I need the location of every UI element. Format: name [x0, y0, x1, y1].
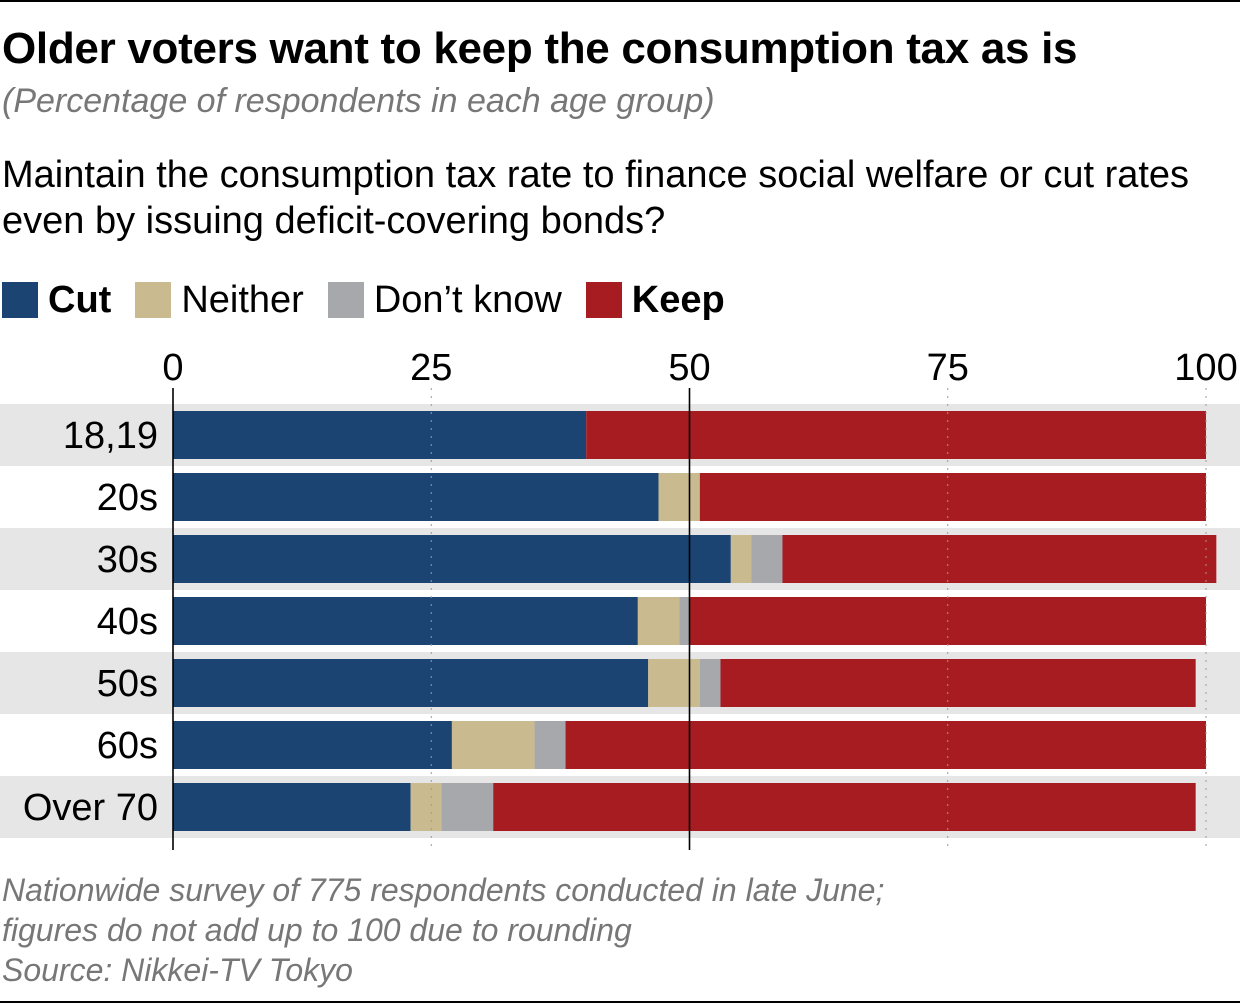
x-tick-label: 75 [927, 347, 969, 389]
legend-swatch-cut [2, 282, 38, 318]
x-tick-label: 25 [410, 347, 452, 389]
category-label: 40s [97, 601, 158, 643]
bar-segment-cut [173, 783, 411, 831]
bar-segment-keep [586, 411, 1206, 459]
legend-item-cut: Cut [2, 279, 111, 322]
category-label: 20s [97, 477, 158, 519]
bar-segment-neither [451, 721, 535, 769]
legend-label-cut: Cut [48, 278, 112, 321]
category-label: 60s [97, 725, 158, 767]
bar-segment-don-t-know [751, 535, 783, 583]
bar-segment-keep [782, 535, 1217, 583]
top-rule [0, 0, 1240, 2]
survey-question: Maintain the consumption tax rate to fin… [2, 154, 1190, 242]
legend-item-keep: Keep [585, 278, 725, 322]
category-label: 30s [97, 539, 158, 581]
bar-segment-don-t-know [679, 597, 690, 645]
bar-segment-cut [173, 411, 587, 459]
source-note: Source: Nikkei-TV Tokyo [2, 952, 353, 988]
bar-segment-neither [648, 659, 700, 707]
chart-title: Older voters want to keep the consumptio… [2, 24, 1078, 73]
footnote: Nationwide survey of 775 respondents con… [2, 870, 884, 990]
legend-label-neither: Neither [181, 278, 304, 321]
bar-segment-keep [493, 783, 1196, 831]
legend-swatch-dont-know [327, 282, 364, 318]
bar-segment-neither [658, 473, 700, 521]
legend-item-neither: Neither [135, 279, 304, 322]
bar-segment-cut [173, 473, 659, 521]
category-label: 50s [97, 663, 158, 705]
bar-segment-don-t-know [534, 721, 566, 769]
category-label: 18,19 [63, 415, 158, 457]
x-tick-label: 0 [162, 347, 183, 389]
bar-segment-keep [565, 721, 1206, 769]
legend-label-keep: Keep [631, 278, 725, 321]
footnote-line-1: Nationwide survey of 775 respondents con… [2, 872, 885, 908]
bar-segment-don-t-know [441, 783, 494, 831]
bar-segment-neither [637, 597, 680, 645]
bar-segment-keep [699, 473, 1206, 521]
x-tick-label: 50 [668, 347, 710, 389]
bar-segment-cut [173, 597, 638, 645]
bar-segment-neither [730, 535, 752, 583]
bar-segment-cut [173, 659, 649, 707]
bar-segment-cut [173, 535, 731, 583]
stacked-bar-chart: 0 25 50 75 100 18,19 20s 30s 40s 50s 60s Over 70 [0, 347, 1240, 850]
x-tick-label: 100 [1174, 347, 1237, 389]
legend-swatch-neither [135, 282, 172, 318]
category-label: Over 70 [23, 787, 158, 829]
bar-segment-don-t-know [699, 659, 721, 707]
bar-segment-cut [173, 721, 452, 769]
legend-swatch-keep [585, 282, 622, 318]
legend: Cut Neither Don’t know Keep [2, 278, 749, 322]
footnote-line-2: figures do not add up to 100 due to roun… [2, 912, 632, 948]
bottom-rule [0, 1001, 1240, 1003]
bar-segment-keep [720, 659, 1196, 707]
chart-subtitle: (Percentage of respondents in each age g… [2, 82, 715, 120]
legend-item-dont-know: Don’t know [327, 278, 562, 322]
legend-label-dont-know: Don’t know [373, 278, 562, 321]
bar-segment-neither [410, 783, 442, 831]
